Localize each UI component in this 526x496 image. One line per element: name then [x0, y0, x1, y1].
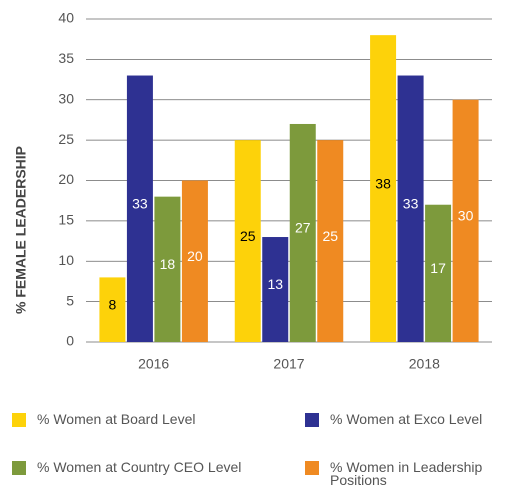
legend-label: % Women at Board Level [37, 411, 196, 427]
bar [452, 99, 479, 342]
data-label: 27 [295, 220, 311, 236]
data-label: 25 [240, 228, 256, 244]
legend-label: % Women at Country CEO Level [37, 459, 242, 475]
x-tick-label: 2017 [273, 356, 304, 372]
y-axis-label: % FEMALE LEADERSHIP [13, 146, 29, 314]
y-tick-label: 5 [66, 292, 74, 308]
y-tick-label: 20 [58, 171, 74, 187]
bar [289, 123, 316, 342]
data-label: 33 [403, 195, 419, 211]
data-label: 17 [430, 260, 446, 276]
y-tick-label: 10 [58, 252, 74, 268]
data-label: 38 [375, 175, 391, 191]
y-tick-label: 0 [66, 333, 74, 349]
legend-label: % Women at Exco Level [330, 411, 483, 427]
bar [425, 204, 452, 342]
legend-item: % Women at Board Level [12, 411, 267, 427]
legend-item: % Women at Exco Level [305, 411, 526, 427]
legend-item: % Women at Country CEO Level [12, 459, 267, 475]
legend-swatch [12, 461, 26, 475]
bar [181, 180, 208, 342]
chart: % FEMALE LEADERSHIP 0 5 10 15 20 25 30 35 40 2016… [13, 10, 492, 372]
y-tick-label: 40 [58, 10, 74, 26]
data-label: 13 [267, 276, 283, 292]
data-label: 20 [187, 248, 203, 264]
bar [126, 75, 153, 343]
y-tick-label: 30 [58, 90, 74, 106]
data-label: 25 [322, 228, 338, 244]
x-tick-label: 2016 [138, 356, 169, 372]
data-label: 18 [160, 256, 176, 272]
y-tick-label: 25 [58, 131, 74, 147]
bar [370, 35, 397, 343]
legend-swatch [12, 413, 26, 427]
legend-swatch [305, 461, 319, 475]
legend-item: % Women in Leadership Positions [305, 459, 526, 488]
bar [99, 277, 126, 342]
bar [262, 237, 289, 342]
y-tick-label: 35 [58, 50, 74, 66]
x-tick-label: 2018 [409, 356, 440, 372]
y-tick-label: 15 [58, 212, 74, 228]
bar [154, 196, 181, 342]
bar [234, 140, 261, 342]
bar [397, 75, 424, 343]
bar [317, 140, 344, 342]
legend-swatch [305, 413, 319, 427]
data-label: 33 [132, 195, 148, 211]
data-label: 30 [458, 208, 474, 224]
data-label: 8 [109, 296, 117, 312]
legend-label: % Women in Leadership Positions [330, 459, 483, 488]
